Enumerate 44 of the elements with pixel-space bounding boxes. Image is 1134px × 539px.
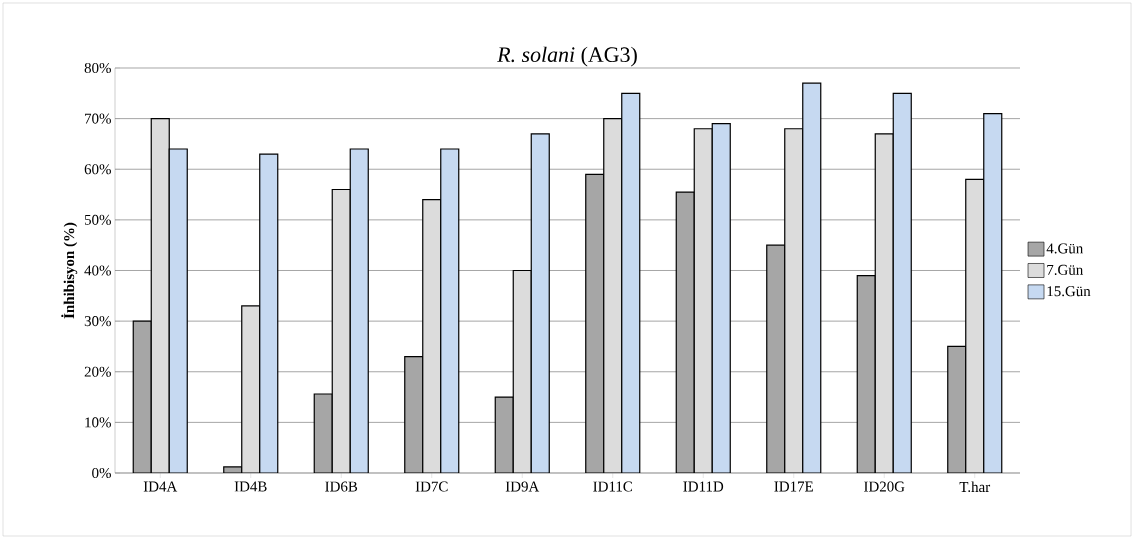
bar (983, 112, 1003, 473)
y-tick-label: 10% (85, 417, 111, 428)
y-tick-label: 60% (84, 164, 111, 175)
bar (440, 148, 460, 473)
x-tick-label: ID4B (234, 481, 267, 492)
bar (349, 148, 369, 473)
bar (422, 199, 442, 473)
y-tick-label: 70% (85, 113, 111, 124)
bar (874, 133, 894, 473)
chart-title: R. solani (AG3) (497, 46, 637, 67)
bar (331, 188, 351, 473)
bar (168, 148, 188, 473)
x-tick-label: ID6B (325, 481, 358, 492)
bar (241, 305, 261, 473)
bar (965, 178, 985, 473)
bar (802, 82, 822, 473)
bar (150, 118, 170, 473)
bar (603, 118, 623, 473)
bar (259, 153, 279, 473)
bar (784, 128, 804, 473)
y-tick-label: 80% (84, 62, 111, 74)
x-tick-label: ID20G (864, 481, 905, 492)
bar (892, 92, 912, 473)
x-tick-label: ID17E (774, 481, 813, 492)
x-tick-label: T.har (959, 481, 991, 493)
x-tick-label: ID11C (593, 481, 632, 492)
x-tick-label: ID9A (505, 481, 540, 492)
bar (512, 269, 532, 473)
bar (530, 133, 550, 473)
y-tick-label: 50% (84, 214, 111, 225)
bar (711, 123, 731, 473)
y-tick-label: 0% (92, 467, 111, 479)
bar (621, 92, 641, 473)
y-tick-label: 40% (84, 265, 111, 276)
y-tick-label: 30% (84, 316, 111, 327)
x-tick-label: ID7C (415, 481, 448, 492)
y-tick-label: 20% (84, 366, 111, 377)
bar (693, 128, 713, 473)
legend-label: 15.Gün (1047, 286, 1091, 297)
x-tick-label: ID4A (143, 481, 178, 492)
y-axis-title: İnhibisyon (%) (61, 222, 78, 319)
legend-label: 4.Gün (1046, 243, 1084, 254)
legend-label: 7.Gün (1047, 264, 1084, 275)
x-tick-label: ID11D (683, 481, 724, 492)
